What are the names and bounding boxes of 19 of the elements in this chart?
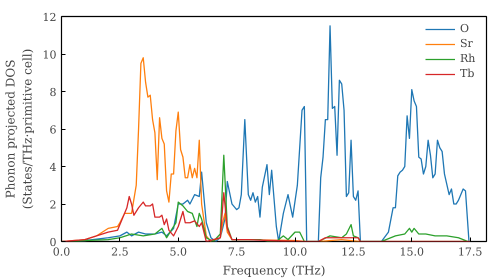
x-tick-label: 2.5	[111, 246, 129, 258]
x-tick-label: 17.5	[458, 246, 482, 258]
legend-label: Sr	[460, 37, 474, 50]
y-axis-title: Phonon projected DOS (States/THz·primitive cell)	[4, 48, 35, 210]
legend-label: Rh	[460, 52, 476, 65]
x-tick-label: 5.0	[170, 246, 188, 258]
y-tick-label: 4	[50, 161, 56, 174]
y-tick-label: 2	[50, 198, 56, 212]
x-axis-title: Frequency (THz)	[222, 264, 326, 278]
x-tick-label: 7.5	[228, 246, 246, 258]
y-tick-label: 8	[50, 86, 56, 99]
x-tick-label: 15.0	[400, 246, 424, 258]
x-tick-label: 10.0	[282, 246, 308, 258]
y-tick-label: 10	[42, 48, 57, 62]
legend-label: Tb	[460, 67, 476, 80]
y-tick-label: 6	[50, 124, 56, 136]
legend-label: O	[460, 22, 470, 35]
x-tick-label: 12.5	[341, 246, 366, 258]
y-tick-label: 12	[42, 11, 57, 24]
